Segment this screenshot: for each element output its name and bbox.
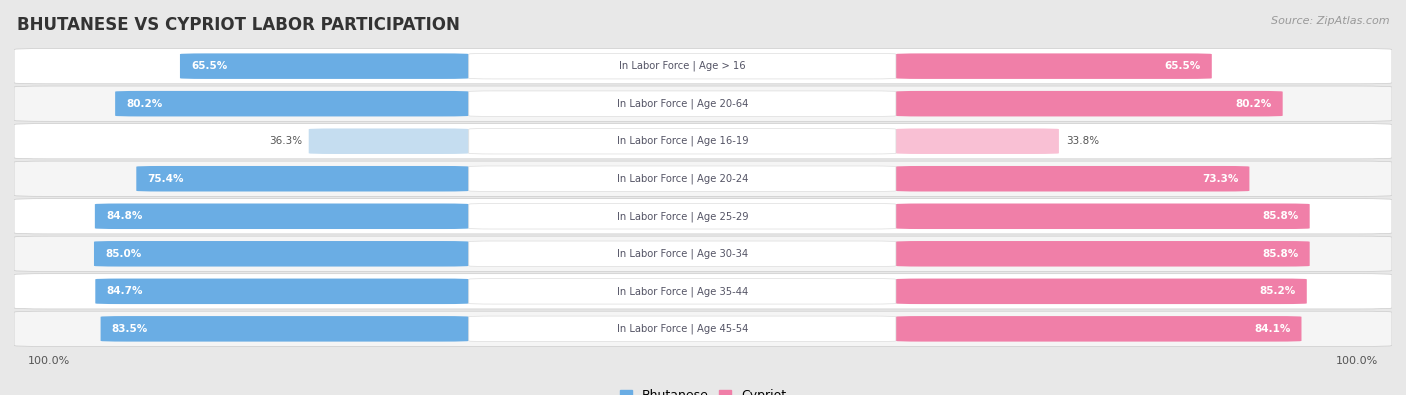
Text: In Labor Force | Age 45-54: In Labor Force | Age 45-54 <box>617 324 748 334</box>
Text: Source: ZipAtlas.com: Source: ZipAtlas.com <box>1271 16 1389 26</box>
Text: In Labor Force | Age 35-44: In Labor Force | Age 35-44 <box>617 286 748 297</box>
Text: 85.8%: 85.8% <box>1263 211 1299 221</box>
FancyBboxPatch shape <box>896 91 1282 117</box>
Text: 100.0%: 100.0% <box>1336 356 1378 366</box>
FancyBboxPatch shape <box>468 241 896 267</box>
Text: In Labor Force | Age 16-19: In Labor Force | Age 16-19 <box>616 136 748 147</box>
FancyBboxPatch shape <box>468 166 896 192</box>
Text: 84.8%: 84.8% <box>105 211 142 221</box>
Text: In Labor Force | Age > 16: In Labor Force | Age > 16 <box>619 61 745 71</box>
FancyBboxPatch shape <box>136 166 468 192</box>
FancyBboxPatch shape <box>14 161 1392 196</box>
FancyBboxPatch shape <box>468 203 896 229</box>
FancyBboxPatch shape <box>14 311 1392 346</box>
FancyBboxPatch shape <box>896 128 1059 154</box>
Text: 80.2%: 80.2% <box>1236 99 1271 109</box>
Text: In Labor Force | Age 30-34: In Labor Force | Age 30-34 <box>617 248 748 259</box>
FancyBboxPatch shape <box>14 86 1392 121</box>
Text: 85.2%: 85.2% <box>1260 286 1296 296</box>
Text: 65.5%: 65.5% <box>191 61 228 71</box>
Text: 36.3%: 36.3% <box>269 136 302 146</box>
FancyBboxPatch shape <box>94 241 468 267</box>
FancyBboxPatch shape <box>14 49 1392 84</box>
FancyBboxPatch shape <box>896 316 1302 342</box>
Text: 33.8%: 33.8% <box>1066 136 1099 146</box>
Text: 83.5%: 83.5% <box>111 324 148 334</box>
Text: In Labor Force | Age 25-29: In Labor Force | Age 25-29 <box>616 211 748 222</box>
FancyBboxPatch shape <box>101 316 468 342</box>
FancyBboxPatch shape <box>180 53 468 79</box>
FancyBboxPatch shape <box>896 166 1250 192</box>
FancyBboxPatch shape <box>14 124 1392 159</box>
FancyBboxPatch shape <box>468 91 896 117</box>
Text: In Labor Force | Age 20-24: In Labor Force | Age 20-24 <box>617 173 748 184</box>
Text: 75.4%: 75.4% <box>148 174 184 184</box>
Text: 85.8%: 85.8% <box>1263 249 1299 259</box>
FancyBboxPatch shape <box>309 128 468 154</box>
FancyBboxPatch shape <box>468 53 896 79</box>
Text: In Labor Force | Age 20-64: In Labor Force | Age 20-64 <box>617 98 748 109</box>
FancyBboxPatch shape <box>468 316 896 342</box>
Text: 73.3%: 73.3% <box>1202 174 1239 184</box>
FancyBboxPatch shape <box>14 236 1392 271</box>
FancyBboxPatch shape <box>115 91 468 117</box>
FancyBboxPatch shape <box>468 128 896 154</box>
Text: 80.2%: 80.2% <box>127 99 163 109</box>
FancyBboxPatch shape <box>896 278 1306 304</box>
FancyBboxPatch shape <box>14 274 1392 309</box>
FancyBboxPatch shape <box>468 278 896 304</box>
FancyBboxPatch shape <box>14 199 1392 234</box>
FancyBboxPatch shape <box>96 278 468 304</box>
FancyBboxPatch shape <box>94 203 468 229</box>
Legend: Bhutanese, Cypriot: Bhutanese, Cypriot <box>614 384 792 395</box>
FancyBboxPatch shape <box>896 203 1309 229</box>
Text: BHUTANESE VS CYPRIOT LABOR PARTICIPATION: BHUTANESE VS CYPRIOT LABOR PARTICIPATION <box>17 16 460 34</box>
Text: 65.5%: 65.5% <box>1164 61 1201 71</box>
FancyBboxPatch shape <box>896 241 1309 267</box>
Text: 100.0%: 100.0% <box>28 356 70 366</box>
Text: 84.1%: 84.1% <box>1254 324 1291 334</box>
Text: 85.0%: 85.0% <box>105 249 141 259</box>
FancyBboxPatch shape <box>896 53 1212 79</box>
Text: 84.7%: 84.7% <box>107 286 143 296</box>
